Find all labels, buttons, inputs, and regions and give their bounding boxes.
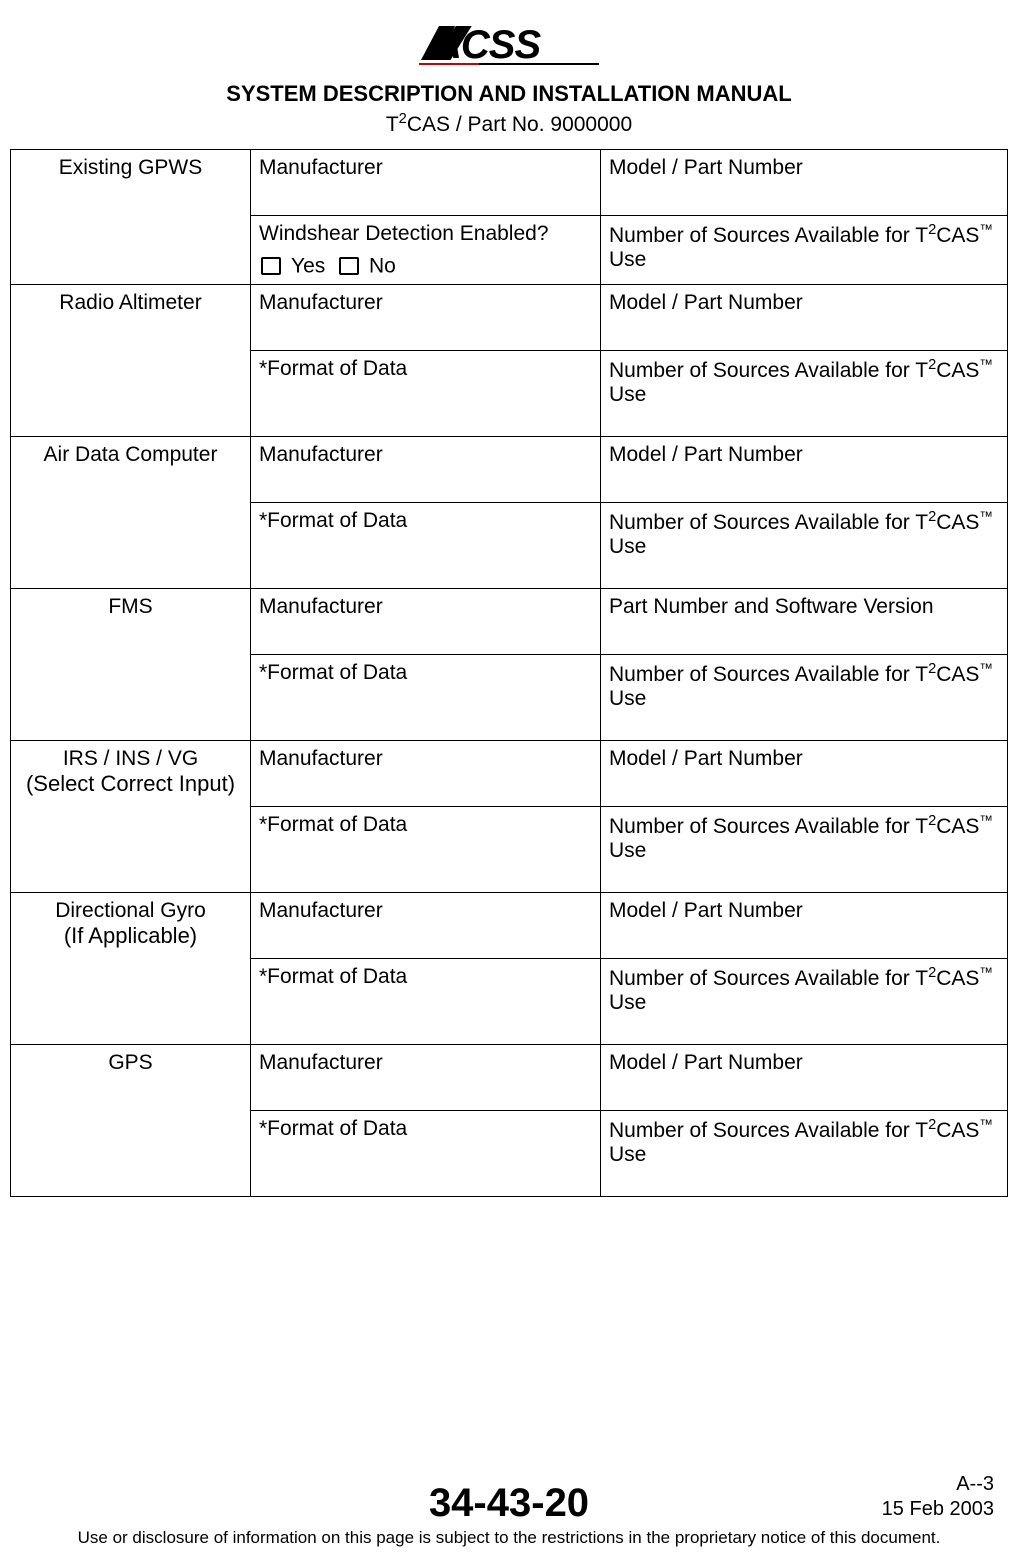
row-label: Existing GPWS bbox=[11, 150, 251, 285]
field-bottom-right: Number of Sources Available for T2CAS™ U… bbox=[601, 503, 1008, 589]
row-label: Air Data Computer bbox=[11, 437, 251, 589]
field-top-right: Model / Part Number bbox=[601, 285, 1008, 351]
row-label: IRS / INS / VG(Select Correct Input) bbox=[11, 741, 251, 893]
checkbox-no[interactable] bbox=[339, 257, 359, 275]
disclaimer: Use or disclosure of information on this… bbox=[10, 1528, 1008, 1548]
field-bottom-left: *Format of Data bbox=[251, 807, 601, 893]
document-title: SYSTEM DESCRIPTION AND INSTALLATION MANU… bbox=[10, 81, 1008, 107]
field-bottom-right: Number of Sources Available for T2CAS™ U… bbox=[601, 807, 1008, 893]
yes-label: Yes bbox=[291, 254, 325, 277]
field-bottom-left: *Format of Data bbox=[251, 655, 601, 741]
form-table: Existing GPWSManufacturerModel / Part Nu… bbox=[10, 149, 1008, 1197]
yes-no-row: Yes No bbox=[259, 254, 592, 278]
row-label-text: Radio Altimeter bbox=[59, 291, 201, 314]
subtitle-t: T bbox=[386, 113, 399, 136]
page-number: A--3 bbox=[882, 1472, 994, 1497]
field-bottom-left: *Format of Data bbox=[251, 1111, 601, 1197]
field-top-left: Manufacturer bbox=[251, 150, 601, 216]
row-label-text: Air Data Computer bbox=[44, 443, 218, 466]
sources-label: Number of Sources Available for T2CAS™ U… bbox=[609, 1119, 993, 1166]
sources-label: Number of Sources Available for T2CAS™ U… bbox=[609, 359, 993, 406]
field-top-right: Model / Part Number bbox=[601, 741, 1008, 807]
sources-label: Number of Sources Available for T2CAS™ U… bbox=[609, 967, 993, 1014]
sources-label: Number of Sources Available for T2CAS™ U… bbox=[609, 815, 993, 862]
chapter-number: 34-43-20 bbox=[429, 1481, 589, 1526]
field-top-right: Model / Part Number bbox=[601, 437, 1008, 503]
field-bottom-right: Number of Sources Available for T2CAS™ U… bbox=[601, 655, 1008, 741]
checkbox-yes[interactable] bbox=[261, 257, 281, 275]
field-top-right: Model / Part Number bbox=[601, 150, 1008, 216]
field-bottom-left: *Format of Data bbox=[251, 959, 601, 1045]
row-label-text: IRS / INS / VG bbox=[63, 747, 198, 770]
page-date: 15 Feb 2003 bbox=[882, 1497, 994, 1522]
field-bottom-left: Windshear Detection Enabled? Yes No bbox=[251, 216, 601, 285]
subtitle-rest: CAS / Part No. 9000000 bbox=[407, 113, 632, 136]
footer-row: 34-43-20 A--3 15 Feb 2003 bbox=[10, 1466, 1008, 1526]
row-label-text: Existing GPWS bbox=[59, 156, 203, 179]
row-label-sub: (Select Correct Input) bbox=[19, 771, 242, 797]
acss-logo: ACSS bbox=[419, 20, 599, 66]
field-bottom-right: Number of Sources Available for T2CAS™ U… bbox=[601, 1111, 1008, 1197]
row-label-sub: (If Applicable) bbox=[19, 923, 242, 949]
row-label: Directional Gyro(If Applicable) bbox=[11, 893, 251, 1045]
field-top-right: Model / Part Number bbox=[601, 893, 1008, 959]
field-top-left: Manufacturer bbox=[251, 285, 601, 351]
field-top-left: Manufacturer bbox=[251, 893, 601, 959]
page: ACSS SYSTEM DESCRIPTION AND INSTALLATION… bbox=[0, 0, 1018, 1558]
windshear-label: Windshear Detection Enabled? bbox=[259, 222, 592, 246]
row-label: FMS bbox=[11, 589, 251, 741]
document-subtitle: T2CAS / Part No. 9000000 bbox=[10, 111, 1008, 137]
sources-label: Number of Sources Available for T2CAS™ U… bbox=[609, 511, 993, 558]
subtitle-sup: 2 bbox=[399, 111, 407, 127]
field-top-left: Manufacturer bbox=[251, 437, 601, 503]
field-top-right: Part Number and Software Version bbox=[601, 589, 1008, 655]
field-top-right: Model / Part Number bbox=[601, 1045, 1008, 1111]
field-top-left: Manufacturer bbox=[251, 1045, 601, 1111]
row-label-text: FMS bbox=[108, 595, 152, 618]
footer-right: A--3 15 Feb 2003 bbox=[882, 1472, 994, 1522]
field-top-left: Manufacturer bbox=[251, 741, 601, 807]
field-bottom-right: Number of Sources Available for T2CAS™ U… bbox=[601, 959, 1008, 1045]
field-top-left: Manufacturer bbox=[251, 589, 601, 655]
row-label: Radio Altimeter bbox=[11, 285, 251, 437]
no-label: No bbox=[369, 254, 396, 277]
row-label-text: Directional Gyro bbox=[55, 899, 206, 922]
sources-label: Number of Sources Available for T2CAS™ U… bbox=[609, 663, 993, 710]
field-bottom-left: *Format of Data bbox=[251, 503, 601, 589]
row-label-text: GPS bbox=[108, 1051, 152, 1074]
row-label: GPS bbox=[11, 1045, 251, 1197]
field-bottom-right: Number of Sources Available for T2CAS™ U… bbox=[601, 216, 1008, 285]
field-bottom-left: *Format of Data bbox=[251, 351, 601, 437]
svg-text:ACSS: ACSS bbox=[432, 23, 541, 66]
page-header: ACSS SYSTEM DESCRIPTION AND INSTALLATION… bbox=[10, 20, 1008, 137]
field-bottom-right: Number of Sources Available for T2CAS™ U… bbox=[601, 351, 1008, 437]
page-footer: 34-43-20 A--3 15 Feb 2003 Use or disclos… bbox=[10, 1426, 1008, 1548]
sources-label: Number of Sources Available for T2CAS™ U… bbox=[609, 224, 993, 271]
